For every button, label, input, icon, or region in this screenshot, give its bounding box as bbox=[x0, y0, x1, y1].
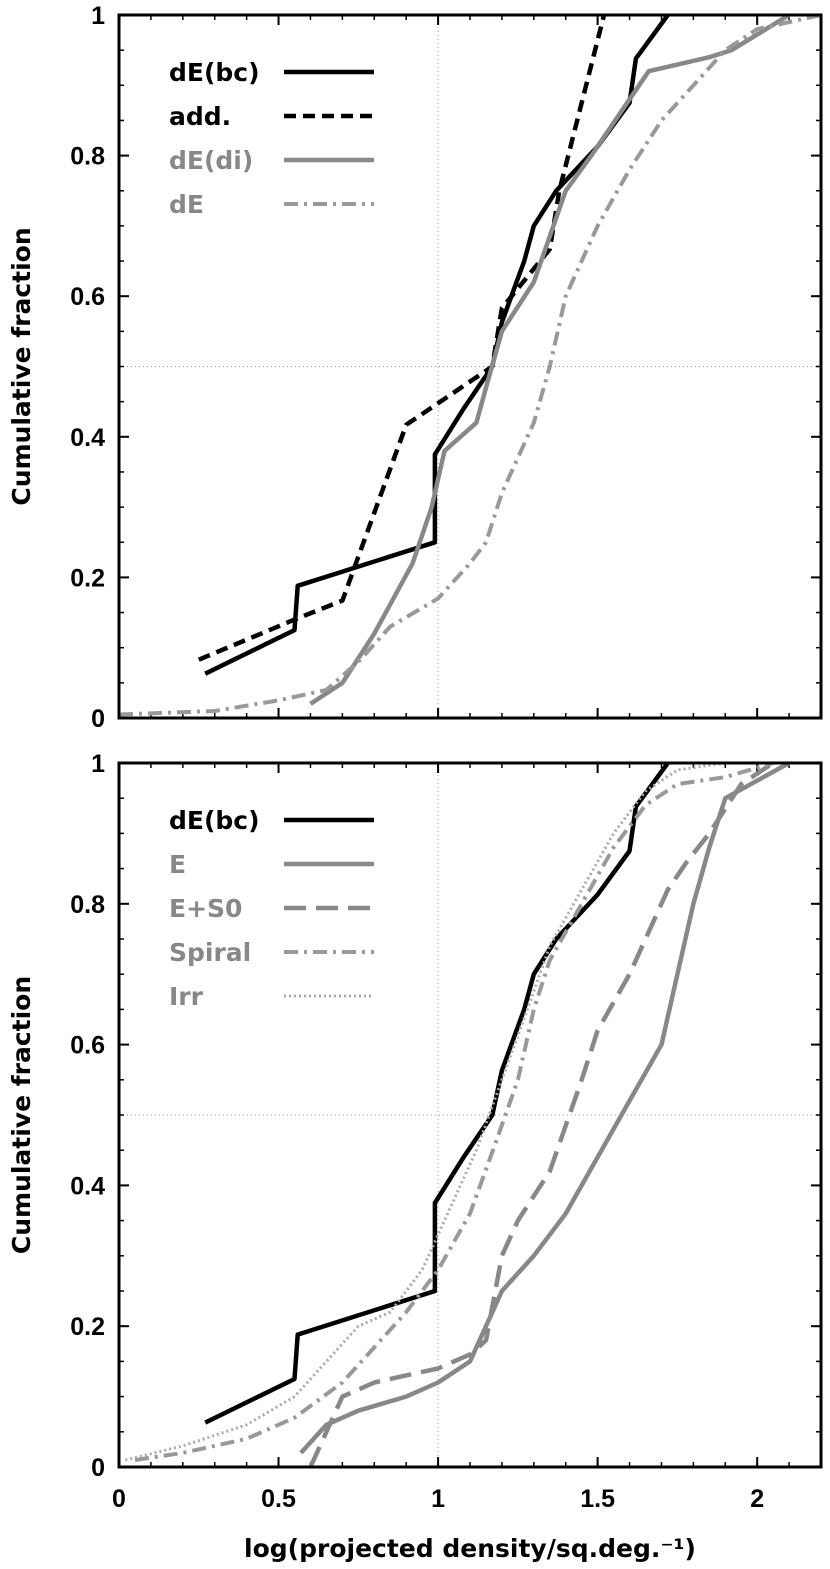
x-axis-label: log(projected density/sq.deg.⁻¹) bbox=[244, 1534, 696, 1563]
y-tick-label: 1 bbox=[91, 750, 105, 778]
legend-label: Spiral bbox=[169, 938, 251, 967]
series-line-irr bbox=[125, 761, 726, 1462]
series-line-add- bbox=[197, 14, 607, 662]
y-tick-label: 0.4 bbox=[70, 1172, 105, 1200]
x-tick-label: 0.5 bbox=[261, 1485, 296, 1513]
x-tick-label: 1 bbox=[431, 1485, 445, 1513]
legend-label: dE(bc) bbox=[169, 58, 260, 87]
legend-label: dE bbox=[169, 190, 204, 219]
x-tick-label: 2 bbox=[750, 1485, 764, 1513]
y-tick-label: 1 bbox=[91, 2, 105, 30]
y-tick-label: 0 bbox=[91, 705, 105, 733]
chart-panel-2: 0 0.2 0.4 0.6 0.8 1 0 0.5 1 1.5 2 dE(bc) E E+S0 Spiral… bbox=[7, 750, 823, 1563]
y-tick-label: 0.8 bbox=[70, 143, 105, 171]
chart-panel-1: 0 0.2 0.4 0.6 0.8 1 dE(bc) add. dE(di) dE Cumulati… bbox=[7, 2, 823, 733]
series-line-de-di- bbox=[309, 13, 791, 706]
legend-label: add. bbox=[169, 102, 231, 131]
series-line-e-s0 bbox=[308, 761, 775, 1468]
y-tick-label: 0.2 bbox=[70, 564, 105, 592]
y-axis-label: Cumulative fraction bbox=[7, 976, 36, 1254]
x-tick-label: 0 bbox=[112, 1485, 126, 1513]
y-tick-label: 0.6 bbox=[70, 283, 105, 311]
series-line-de-bc- bbox=[204, 761, 670, 1425]
plot-frame bbox=[117, 761, 823, 1469]
y-axis-label: Cumulative fraction bbox=[7, 227, 36, 505]
plot-frame bbox=[117, 13, 823, 720]
legend-label: E+S0 bbox=[169, 894, 242, 923]
y-tick-label: 0 bbox=[91, 1454, 105, 1482]
series-line-e bbox=[299, 761, 791, 1455]
x-tick-label: 1.5 bbox=[580, 1485, 615, 1513]
legend-label: Irr bbox=[169, 982, 204, 1011]
y-tick-label: 0.2 bbox=[70, 1313, 105, 1341]
legend-label: dE(bc) bbox=[169, 806, 260, 835]
y-tick-label: 0.4 bbox=[70, 424, 105, 452]
y-tick-label: 0.6 bbox=[70, 1032, 105, 1060]
series-line-spiral bbox=[134, 761, 774, 1462]
legend-label: E bbox=[169, 850, 186, 879]
y-tick-label: 0.8 bbox=[70, 891, 105, 919]
series-line-de-bc- bbox=[204, 13, 670, 676]
series-line-de bbox=[118, 13, 822, 717]
legend-label: dE(di) bbox=[169, 146, 253, 175]
